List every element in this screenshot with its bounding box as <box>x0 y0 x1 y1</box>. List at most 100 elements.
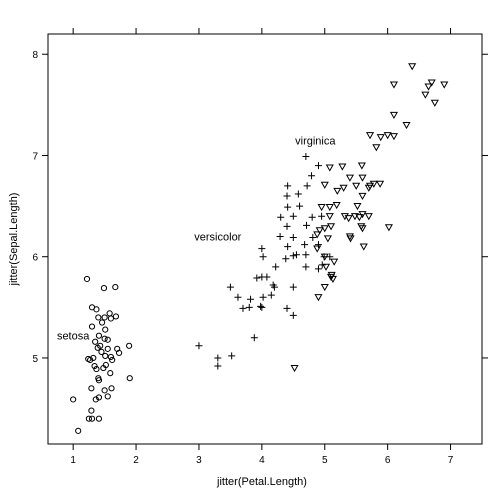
point-setosa <box>101 314 108 321</box>
point-virginica <box>369 180 378 188</box>
point-setosa <box>95 314 102 321</box>
point-setosa <box>75 427 82 434</box>
point-setosa <box>88 323 96 330</box>
y-tick-label: 5 <box>32 354 38 365</box>
point-setosa <box>102 352 109 360</box>
group-label-setosa: setosa <box>57 331 90 343</box>
point-versicolor <box>318 212 326 220</box>
point-versicolor <box>302 263 310 271</box>
point-setosa <box>88 407 95 414</box>
point-virginica <box>321 263 331 271</box>
point-setosa <box>95 394 103 401</box>
point-setosa <box>107 370 114 377</box>
point-setosa <box>101 387 108 394</box>
point-setosa <box>102 326 109 333</box>
y-tick-label: 7 <box>32 151 38 162</box>
point-virginica <box>340 213 349 221</box>
point-versicolor <box>258 245 266 253</box>
point-setosa <box>70 396 77 403</box>
point-versicolor <box>289 311 297 319</box>
point-versicolor <box>314 241 322 249</box>
x-tick-label: 2 <box>133 455 139 466</box>
point-versicolor <box>267 291 275 299</box>
x-axis-title: jitter(Petal.Length) <box>216 476 307 488</box>
point-virginica <box>402 122 411 130</box>
point-setosa <box>93 306 100 313</box>
point-versicolor <box>283 192 291 200</box>
point-setosa <box>108 385 115 392</box>
point-virginica <box>383 132 392 140</box>
point-setosa <box>98 319 106 326</box>
point-virginica <box>327 271 336 279</box>
point-versicolor <box>270 283 278 291</box>
point-versicolor <box>284 182 292 190</box>
point-setosa <box>88 385 95 392</box>
group-labels: setosa versicolor virginica <box>57 135 336 342</box>
point-versicolor <box>284 243 292 251</box>
point-virginica <box>330 258 339 266</box>
point-versicolor <box>289 233 297 241</box>
point-virginica <box>320 283 329 292</box>
point-virginica <box>352 182 361 190</box>
point-virginica <box>384 224 393 232</box>
point-versicolor <box>292 251 300 259</box>
point-virginica <box>315 227 324 235</box>
point-virginica <box>389 133 399 141</box>
point-virginica <box>346 235 355 243</box>
point-setosa <box>94 344 101 351</box>
point-virginica <box>314 294 323 302</box>
point-versicolor <box>326 253 334 261</box>
data-points <box>70 63 449 434</box>
point-versicolor <box>308 213 316 221</box>
point-virginica <box>424 83 433 91</box>
plot-frame <box>47 33 483 445</box>
point-virginica <box>364 184 373 192</box>
point-virginica <box>427 79 436 87</box>
point-versicolor <box>318 261 326 269</box>
point-setosa <box>87 356 94 364</box>
point-versicolor <box>309 233 317 241</box>
point-versicolor <box>314 162 322 170</box>
point-setosa <box>126 375 133 382</box>
point-versicolor <box>296 202 304 210</box>
point-versicolor <box>250 334 258 342</box>
point-virginica <box>358 225 367 233</box>
point-versicolor <box>294 190 302 198</box>
point-versicolor <box>303 221 311 229</box>
point-setosa <box>126 342 133 349</box>
x-tick-label: 1 <box>70 455 76 466</box>
point-versicolor <box>195 342 203 350</box>
point-setosa <box>102 361 109 369</box>
point-virginica <box>345 174 354 182</box>
x-tick-label: 6 <box>385 455 391 466</box>
group-label-virginica: virginica <box>295 135 336 147</box>
point-versicolor <box>247 295 255 303</box>
point-versicolor <box>301 241 309 249</box>
point-versicolor <box>303 182 311 190</box>
point-setosa <box>92 396 99 403</box>
point-virginica <box>338 163 347 171</box>
point-virginica <box>353 202 362 211</box>
point-versicolor <box>259 293 267 301</box>
point-setosa <box>104 345 111 352</box>
point-versicolor <box>214 354 222 362</box>
point-setosa <box>92 338 99 345</box>
point-virginica <box>320 225 329 233</box>
point-virginica <box>317 204 326 212</box>
point-virginica <box>325 164 334 172</box>
point-virginica <box>325 213 334 221</box>
point-setosa <box>109 356 116 364</box>
point-versicolor <box>253 274 261 282</box>
point-versicolor <box>289 252 297 260</box>
point-virginica <box>440 81 449 89</box>
point-versicolor <box>289 283 297 291</box>
point-setosa <box>101 335 108 342</box>
point-virginica <box>372 144 381 152</box>
point-setosa <box>107 353 114 361</box>
point-setosa <box>106 310 113 317</box>
point-virginica <box>358 174 367 182</box>
point-versicolor <box>284 203 292 211</box>
point-setosa <box>83 275 91 283</box>
point-versicolor <box>276 232 284 240</box>
